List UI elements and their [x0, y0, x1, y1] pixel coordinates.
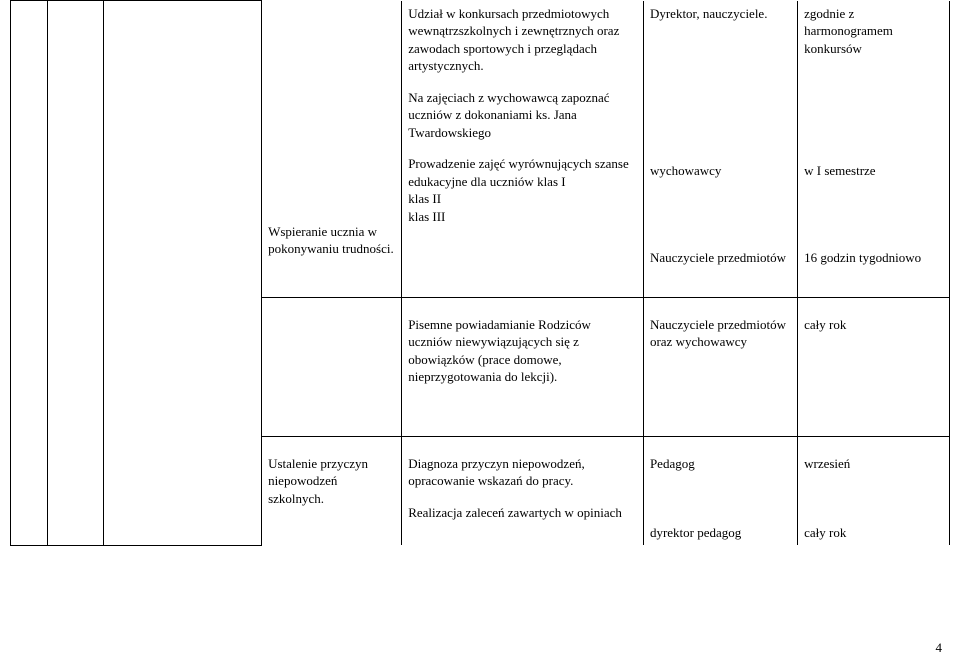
text: cały rok	[804, 316, 943, 334]
cell-col4: Ustalenie przyczyn niepowodzeń szkolnych…	[262, 436, 402, 545]
cell-col5: Udział w konkursach przedmiotowych wewną…	[402, 1, 644, 298]
text: Na zajęciach z wychowawcą zapoznać uczni…	[408, 89, 637, 142]
cell-col2	[48, 1, 104, 546]
cell-col6: Dyrektor, nauczyciele. wychowawcy Nauczy…	[643, 1, 797, 298]
cell-col1	[11, 1, 48, 546]
text: Realizacja zaleceń zawartych w opiniach	[408, 504, 637, 522]
cell-col6: Pedagog dyrektor pedagog	[643, 436, 797, 545]
cell-col7: zgodnie z harmonogramem konkursów w I se…	[798, 1, 950, 298]
cell-col3	[104, 1, 262, 546]
text: Wspieranie ucznia w pokonywaniu trudnośc…	[268, 223, 395, 258]
text: Pedagog	[650, 455, 791, 510]
table-row: Wspieranie ucznia w pokonywaniu trudnośc…	[11, 1, 950, 298]
text: Prowadzenie zajęć wyrównujących szanse e…	[408, 155, 637, 225]
text: 16 godzin tygodniowo	[804, 249, 921, 267]
text: Nauczyciele przedmiotów	[650, 249, 786, 267]
text: Udział w konkursach przedmiotowych wewną…	[408, 5, 637, 75]
text: Diagnoza przyczyn niepowodzeń, opracowan…	[408, 455, 637, 490]
text: dyrektor pedagog	[650, 524, 791, 542]
cell-col5: Pisemne powiadamianie Rodziców uczniów n…	[402, 297, 644, 436]
cell-col6: Nauczyciele przedmiotów oraz wychowawcy	[643, 297, 797, 436]
text: Nauczyciele przedmiotów oraz wychowawcy	[650, 316, 791, 351]
text: Dyrektor, nauczyciele.	[650, 5, 791, 120]
text: w I semestrze	[804, 162, 875, 180]
page-number: 4	[936, 640, 943, 656]
text: cały rok	[804, 524, 943, 542]
text: wrzesień	[804, 455, 943, 510]
text: zgodnie z harmonogramem konkursów	[804, 5, 943, 120]
cell-col4	[262, 297, 402, 436]
cell-col7: cały rok	[798, 297, 950, 436]
cell-col7: wrzesień cały rok	[798, 436, 950, 545]
text: wychowawcy	[650, 162, 721, 180]
text: Ustalenie przyczyn niepowodzeń szkolnych…	[268, 455, 395, 508]
cell-col4: Wspieranie ucznia w pokonywaniu trudnośc…	[262, 1, 402, 298]
text: Pisemne powiadamianie Rodziców uczniów n…	[408, 316, 637, 386]
cell-col5: Diagnoza przyczyn niepowodzeń, opracowan…	[402, 436, 644, 545]
document-table: Wspieranie ucznia w pokonywaniu trudnośc…	[10, 0, 950, 546]
